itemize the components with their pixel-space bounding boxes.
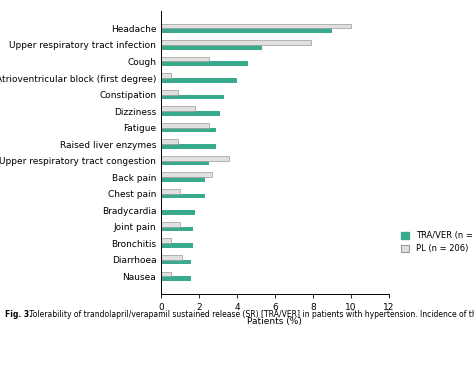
Bar: [161, 24, 351, 29]
Bar: [161, 156, 229, 160]
Bar: [161, 111, 220, 116]
Bar: [161, 226, 193, 231]
X-axis label: Patients (%): Patients (%): [247, 317, 302, 326]
Bar: [161, 255, 182, 259]
Bar: [161, 160, 209, 165]
Bar: [161, 128, 216, 132]
Bar: [161, 57, 209, 62]
Text: Fig. 3.: Fig. 3.: [5, 310, 32, 319]
Bar: [161, 239, 171, 243]
Bar: [161, 276, 191, 281]
Text: Tolerability of trandolapril/verapamil sustained release (SR) [TRA/VER] in patie: Tolerability of trandolapril/verapamil s…: [27, 310, 474, 319]
Bar: [161, 272, 171, 276]
Bar: [161, 123, 209, 128]
Bar: [161, 210, 195, 215]
Bar: [161, 144, 216, 149]
Bar: [161, 172, 212, 177]
Bar: [161, 45, 262, 50]
Bar: [161, 40, 311, 45]
Bar: [161, 243, 193, 248]
Legend: TRA/VER (n = 541), PL (n = 206): TRA/VER (n = 541), PL (n = 206): [398, 228, 474, 257]
Bar: [161, 222, 180, 226]
Bar: [161, 106, 195, 111]
Bar: [161, 189, 180, 193]
Bar: [161, 62, 248, 66]
Bar: [161, 177, 205, 182]
Bar: [161, 29, 332, 33]
Bar: [161, 259, 191, 264]
Bar: [161, 78, 237, 83]
Bar: [161, 73, 171, 78]
Bar: [161, 193, 205, 198]
Bar: [161, 139, 178, 144]
Bar: [161, 90, 178, 95]
Bar: [161, 95, 224, 99]
